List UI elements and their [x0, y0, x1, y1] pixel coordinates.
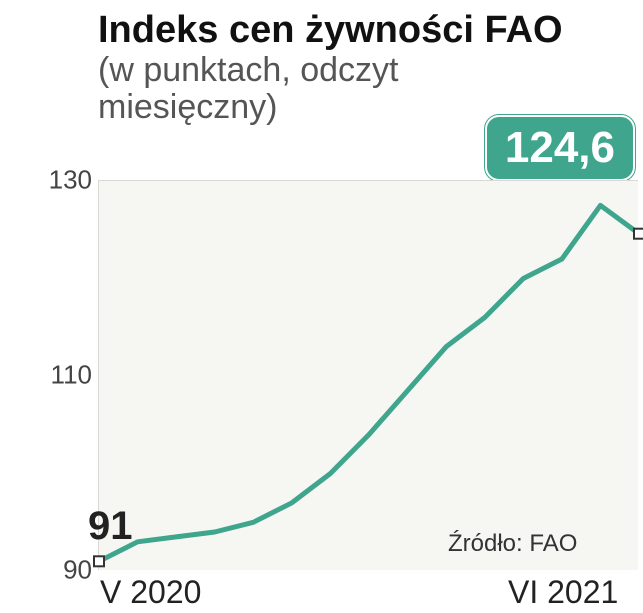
data-point-marker	[634, 229, 643, 239]
start-value-label: 91	[88, 504, 133, 549]
current-value-badge: 124,6	[485, 115, 635, 181]
x-axis-end-label: VI 2021	[508, 574, 618, 611]
y-axis-tick: 130	[0, 165, 92, 196]
line-chart	[99, 181, 639, 571]
y-axis-tick: 90	[0, 555, 92, 586]
data-point-marker	[94, 556, 104, 566]
source-label: Źródło: FAO	[448, 530, 577, 558]
x-axis-start-label: V 2020	[100, 574, 201, 611]
data-line	[99, 205, 639, 561]
plot-area	[98, 180, 638, 570]
y-axis-tick: 110	[0, 360, 92, 391]
chart-title: Indeks cen żywności FAO	[98, 10, 578, 52]
